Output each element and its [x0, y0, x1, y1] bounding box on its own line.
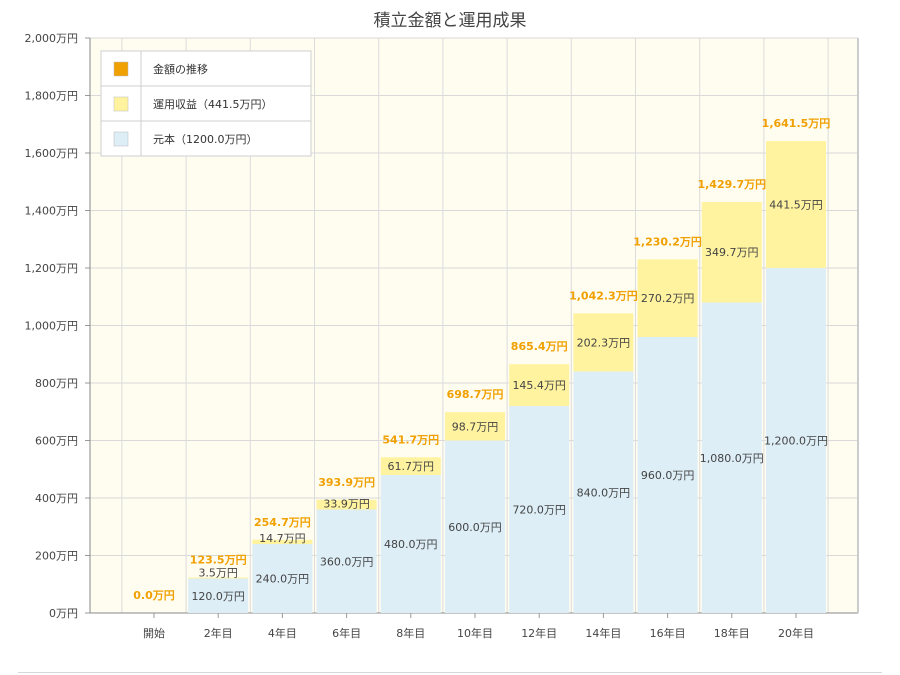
divider	[18, 672, 882, 673]
x-tick-label: 18年目	[714, 626, 750, 640]
x-tick-label: 10年目	[457, 626, 493, 640]
data-label-principal: 960.0万円	[641, 469, 695, 482]
legend-swatch	[113, 61, 129, 77]
bar-gain	[766, 141, 826, 268]
data-label-total: 1,042.3万円	[569, 289, 638, 302]
x-tick-label: 8年目	[396, 626, 425, 640]
data-label-gain: 202.3万円	[577, 336, 631, 349]
data-label-principal: 600.0万円	[448, 521, 502, 534]
legend-label: 元本（1200.0万円）	[153, 132, 258, 146]
data-label-gain: 349.7万円	[705, 246, 759, 259]
bar-gain	[188, 577, 249, 579]
bar-gain	[252, 539, 313, 544]
bar-gain	[445, 412, 505, 441]
bar-principal	[252, 544, 313, 613]
y-tick-label: 1,200万円	[25, 262, 79, 275]
chart-title: 積立金額と運用成果	[373, 11, 527, 31]
bar-principal	[766, 268, 826, 613]
data-label-total: 0.0万円	[133, 589, 175, 602]
bar-principal	[188, 578, 249, 613]
data-label-principal: 240.0万円	[256, 573, 310, 586]
data-label-gain: 98.7万円	[452, 420, 499, 433]
y-tick-label: 1,600万円	[25, 147, 79, 160]
x-tick-label: 2年目	[204, 626, 233, 640]
data-label-total: 698.7万円	[447, 388, 504, 401]
bar-gain	[509, 364, 570, 406]
bar-gain	[637, 259, 698, 337]
bar-principal	[316, 509, 377, 613]
data-label-total: 393.9万円	[318, 476, 375, 489]
data-label-principal: 1,080.0万円	[700, 452, 764, 465]
x-tick-label: 開始	[143, 626, 165, 640]
bar-principal	[637, 337, 698, 613]
y-tick-label: 1,800万円	[25, 90, 79, 103]
x-tick-label: 6年目	[332, 626, 361, 640]
x-tick-label: 16年目	[650, 626, 686, 640]
data-label-principal: 480.0万円	[384, 538, 438, 551]
legend-swatch	[113, 96, 129, 112]
data-label-gain: 14.7万円	[259, 532, 306, 545]
plot-border-right	[857, 38, 859, 613]
data-label-gain: 270.2万円	[641, 292, 695, 305]
bar-gain	[316, 499, 377, 510]
bar-principal	[573, 371, 634, 613]
data-label-total: 1,641.5万円	[762, 117, 831, 130]
legend-label: 運用収益（441.5万円）	[153, 97, 273, 111]
bar-gain	[380, 457, 441, 475]
y-tick-label: 1,000万円	[25, 320, 79, 333]
data-label-principal: 720.0万円	[512, 504, 566, 517]
data-label-gain: 33.9万円	[323, 498, 370, 511]
y-tick-label: 800万円	[35, 377, 78, 390]
data-label-principal: 840.0万円	[577, 486, 631, 499]
x-tick-label: 12年目	[521, 626, 557, 640]
data-label-total: 123.5万円	[190, 553, 247, 566]
data-label-total: 541.7万円	[382, 433, 439, 446]
bar-principal	[380, 475, 441, 613]
data-label-total: 254.7万円	[254, 516, 311, 529]
data-label-principal: 360.0万円	[320, 555, 374, 568]
bar-principal	[509, 406, 570, 613]
data-label-principal: 120.0万円	[191, 590, 245, 603]
y-tick-label: 2,000万円	[25, 32, 79, 45]
y-tick-label: 600万円	[35, 435, 78, 448]
bar-gain	[701, 201, 762, 303]
legend-label: 金額の推移	[153, 62, 208, 76]
bar-principal	[701, 302, 762, 613]
data-label-total: 865.4万円	[511, 340, 568, 353]
y-tick-label: 1,400万円	[25, 205, 79, 218]
data-label-gain: 61.7万円	[388, 460, 435, 473]
legend-box	[100, 50, 312, 157]
data-label-gain: 3.5万円	[198, 567, 238, 580]
bar-principal	[445, 440, 505, 613]
legend-swatch	[113, 131, 129, 147]
x-tick-label: 20年目	[778, 626, 814, 640]
data-label-total: 1,230.2万円	[633, 235, 702, 248]
bar-gain	[573, 313, 634, 372]
data-label-gain: 441.5万円	[769, 199, 823, 212]
y-tick-label: 200万円	[35, 550, 78, 563]
y-tick-label: 400万円	[35, 492, 78, 505]
data-label-total: 1,429.7万円	[697, 178, 766, 191]
x-tick-label: 4年目	[268, 626, 297, 640]
data-label-principal: 1,200.0万円	[764, 435, 828, 448]
x-tick-label: 14年目	[585, 626, 621, 640]
y-tick-label: 0万円	[49, 607, 78, 620]
data-label-gain: 145.4万円	[512, 379, 566, 392]
